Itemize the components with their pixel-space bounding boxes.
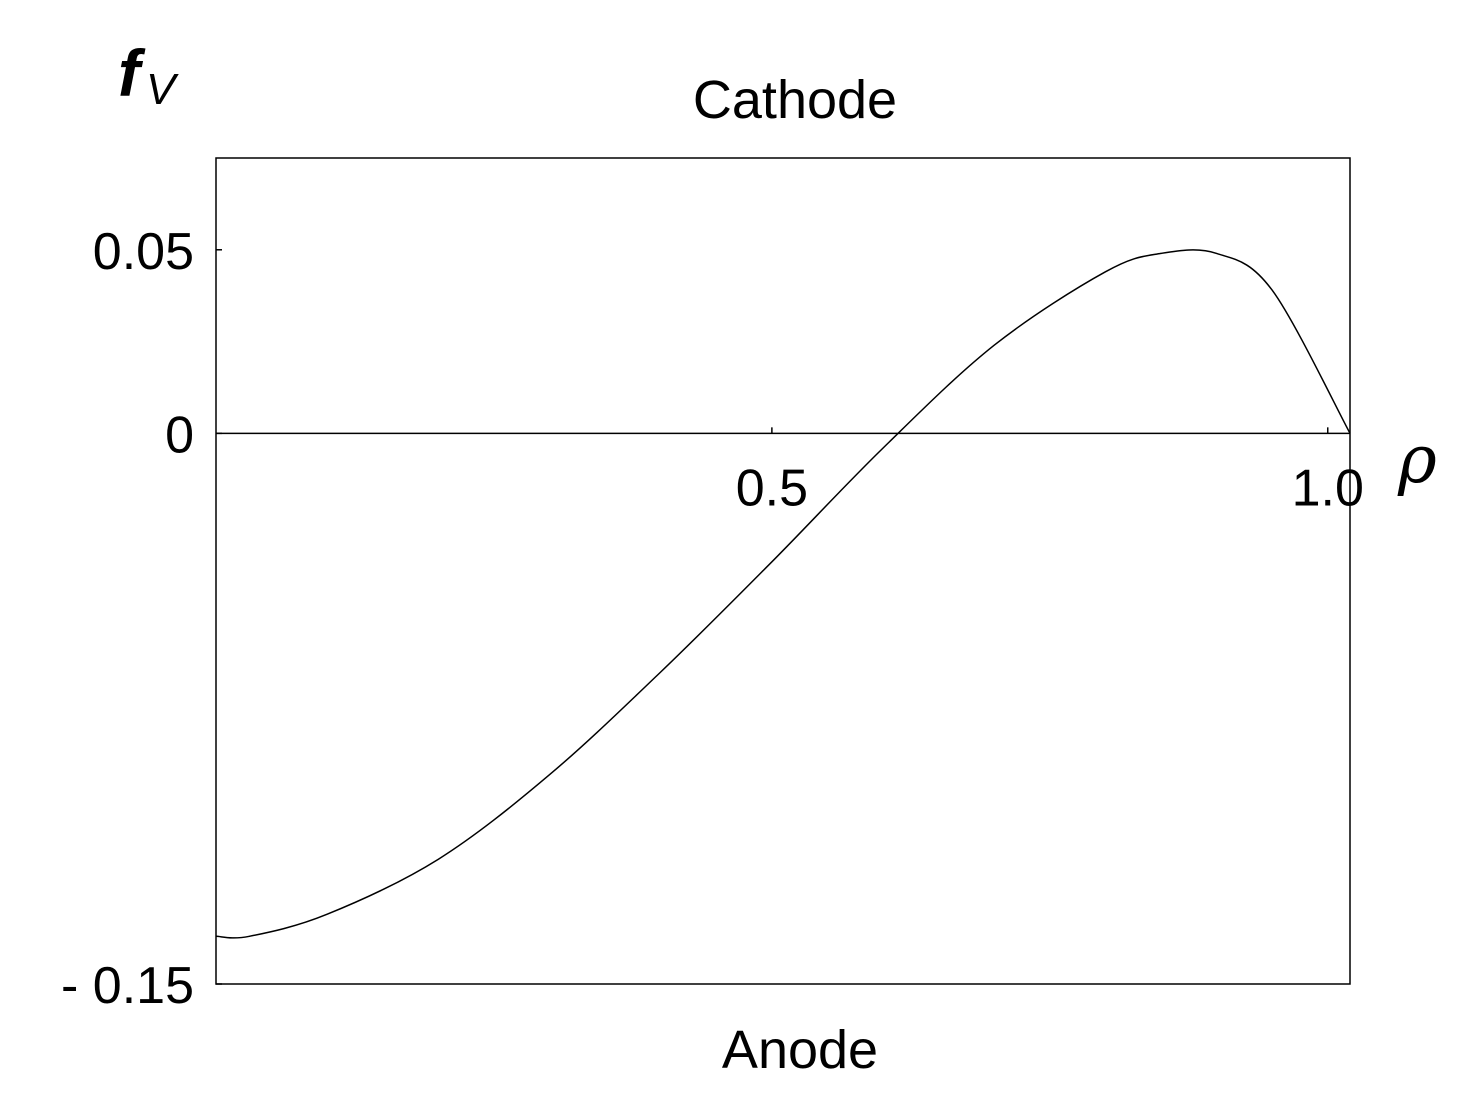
cathode-label: Cathode: [693, 70, 897, 130]
x-tick-label: 0.5: [736, 459, 808, 517]
y-ticks: 0.05 0 - 0.15: [61, 223, 222, 1015]
series-line: [215, 249, 1351, 939]
y-tick-label: 0: [165, 406, 194, 464]
x-ticks: 0.5 1.0: [736, 427, 1364, 517]
y-axis-label-subscript: V: [146, 65, 179, 114]
anode-label: Anode: [722, 1020, 878, 1080]
y-tick-label: - 0.15: [61, 957, 194, 1015]
x-tick-label: 1.0: [1292, 459, 1364, 517]
y-axis-label: f: [118, 36, 146, 110]
x-axis-label: ρ: [1397, 421, 1437, 498]
y-tick-label: 0.05: [93, 223, 194, 281]
plot-frame: [215, 157, 1351, 985]
